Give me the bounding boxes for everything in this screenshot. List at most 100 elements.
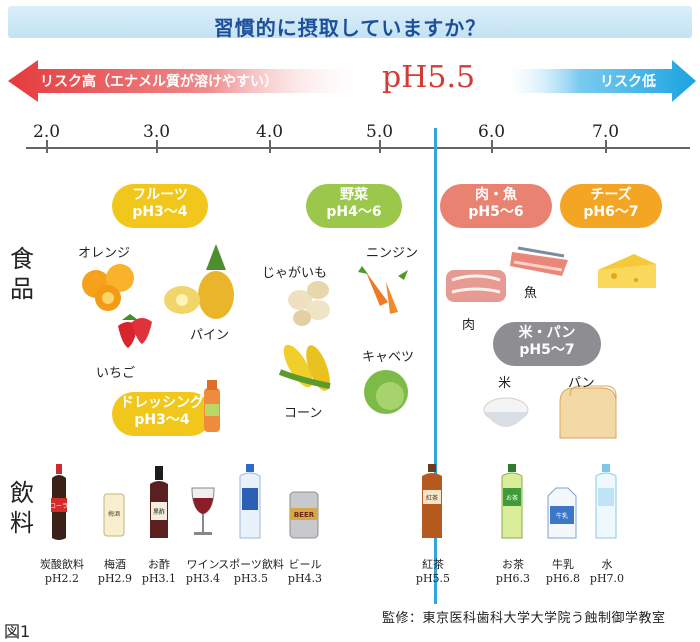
drink-name: ワイン [186, 558, 220, 571]
black-tea-bottle-icon: 紅茶 [422, 464, 442, 538]
risk-high-label: リスク高（エナメル質が溶けやすい） [40, 74, 278, 90]
cheese-icon [598, 254, 656, 288]
food-illustrations [82, 244, 656, 439]
group-rice-bread-bubble: 米・パン pH5～7 [493, 322, 601, 366]
pineapple-icon [164, 244, 234, 319]
drink-ph: pH3.4 [185, 572, 221, 585]
drink-name: 牛乳 [552, 558, 574, 571]
drink-name: 梅酒 [104, 558, 126, 571]
group-name: 肉・魚 [475, 187, 517, 203]
page-title: 習慣的に摂取していますか？ [213, 16, 487, 40]
drink-ph: pH6.8 [545, 572, 581, 585]
strawberry-icon [118, 314, 152, 348]
group-ph: pH3～4 [132, 204, 188, 220]
food-label-pineapple: パイン [190, 328, 230, 343]
group-meat-fish-bubble: 肉・魚 pH5～6 [440, 184, 552, 228]
risk-low-label: リスク低 [600, 74, 656, 90]
potato-icon [288, 281, 330, 326]
threshold-label: pH5.5 [382, 60, 476, 95]
drink-name: 炭酸飲料 [40, 558, 84, 571]
wine-glass-icon [191, 487, 215, 535]
tick-label: 7.0 [592, 122, 620, 142]
orange-icon [82, 264, 134, 311]
carrot-icon [358, 266, 408, 314]
drink-ph: pH5.5 [415, 572, 451, 585]
drink-ph: pH2.2 [44, 572, 80, 585]
drink-ph: pH7.0 [589, 572, 625, 585]
drink-label: BEER [294, 511, 315, 519]
section-food-label: 食品 [10, 245, 34, 303]
drink-ph: pH4.3 [287, 572, 323, 585]
food-label-rice: 米 [498, 376, 512, 391]
title-bar: 習慣的に摂取していますか？ [8, 6, 692, 40]
food-label-carrot: ニンジン [366, 246, 419, 261]
figure-label: 図1 [4, 622, 31, 641]
food-label-orange: オレンジ [78, 246, 131, 261]
drink-label: コーラ [50, 503, 68, 510]
drink-label: お茶 [506, 494, 518, 502]
drink-ph: pH6.3 [495, 572, 531, 585]
green-tea-bottle-icon: お茶 [501, 464, 523, 539]
group-ph: pH3～4 [134, 412, 190, 428]
drink-name: スポーツ飲料 [218, 558, 284, 571]
risk-low-arrow [500, 60, 696, 102]
drink-label: 牛乳 [556, 512, 568, 520]
cabbage-icon [364, 370, 408, 414]
drink-ph: pH3.1 [141, 572, 177, 585]
drink-name: 紅茶 [422, 558, 444, 571]
corn-icon [278, 344, 331, 391]
food-label-bread: パン [568, 376, 595, 391]
drink-ph: pH2.9 [97, 572, 133, 585]
group-dressing-bubble: ドレッシング pH3～4 [112, 392, 212, 436]
tick-label: 3.0 [143, 122, 171, 142]
threshold-line [434, 128, 437, 604]
drink-name: ビール [288, 558, 322, 571]
tick-label: 4.0 [256, 122, 284, 142]
fish-icon [510, 246, 568, 276]
drink-label: 黒酢 [153, 508, 165, 516]
meat-icon [446, 270, 506, 302]
tick-label: 6.0 [478, 122, 506, 142]
group-name: 野菜 [340, 187, 368, 203]
food-label-fish: 魚 [524, 286, 538, 301]
drink-label: 紅茶 [426, 494, 438, 502]
group-name: フルーツ [132, 187, 188, 203]
group-ph: pH4～6 [326, 204, 382, 220]
credit-text: 監修：東京医科歯科大学大学院う蝕制御学教室 [382, 611, 666, 626]
food-label-meat: 肉 [462, 318, 476, 333]
drink-illustrations: コーラ 梅酒 黒酢 BEER 紅茶 お茶 [50, 464, 617, 540]
drink-label: 梅酒 [108, 510, 120, 518]
drink-name: お酢 [148, 558, 170, 571]
drink-ph: pH3.5 [233, 572, 269, 585]
group-ph: pH5～7 [519, 342, 575, 358]
vinegar-bottle-icon: 黒酢 [150, 466, 168, 538]
group-ph: pH5～6 [468, 204, 524, 220]
section-drinks-label: 飲料 [10, 479, 34, 537]
group-fruits-bubble: フルーツ pH3～4 [112, 184, 208, 228]
risk-high-arrow [8, 60, 370, 102]
bread-icon [559, 385, 617, 439]
risk-scale [8, 60, 696, 153]
sports-drink-bottle-icon [239, 464, 261, 539]
water-bottle-icon [595, 464, 617, 539]
group-name: ドレッシング [120, 395, 204, 411]
drink-name: 水 [601, 558, 613, 571]
milk-carton-icon: 牛乳 [547, 487, 577, 539]
group-cheese-bubble: チーズ pH6～7 [560, 184, 662, 228]
cola-bottle-icon: コーラ [50, 464, 68, 540]
group-vegetables-bubble: 野菜 pH4～6 [306, 184, 402, 228]
tick-label: 5.0 [366, 122, 394, 142]
drink-name: お茶 [502, 558, 524, 571]
food-label-strawberry: いちご [96, 366, 136, 381]
food-label-corn: コーン [284, 406, 323, 421]
group-ph: pH6～7 [583, 204, 639, 220]
group-name: チーズ [590, 187, 632, 203]
umeshu-can-icon: 梅酒 [103, 493, 125, 537]
tick-label: 2.0 [33, 122, 61, 142]
dressing-bottle-icon [204, 380, 220, 432]
axis-ticks [46, 140, 607, 153]
beer-can-icon: BEER [289, 491, 319, 539]
group-name: 米・パン [518, 325, 576, 341]
food-label-cabbage: キャベツ [362, 350, 415, 365]
rice-bowl-icon [483, 397, 529, 427]
